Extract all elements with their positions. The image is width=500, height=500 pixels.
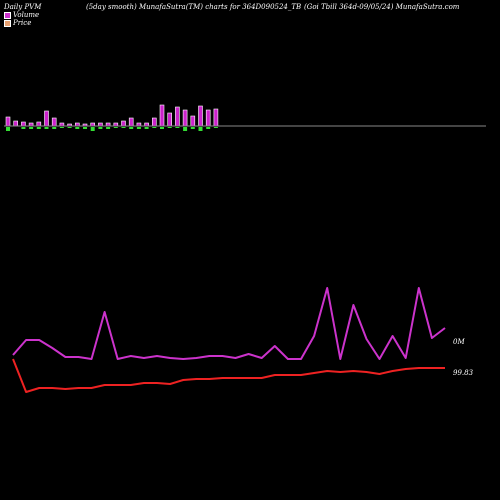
volume-bar-negative	[90, 127, 95, 131]
legend-price-label: Price	[13, 19, 32, 27]
volume-bar-negative	[160, 127, 164, 129]
volume-bar-negative	[98, 127, 103, 129]
legend-volume: Volume	[4, 11, 39, 19]
volume-bar-negative	[206, 127, 211, 129]
volume-bar	[159, 104, 165, 127]
volume-bar	[190, 115, 196, 127]
volume-bar-negative	[36, 127, 41, 129]
volume-bar	[205, 109, 211, 127]
volume-bar	[128, 117, 134, 127]
legend-price: Price	[4, 19, 31, 27]
volume-bar	[13, 120, 18, 127]
volume-bar	[51, 117, 57, 127]
volume-bar-negative	[213, 127, 218, 128]
volume-bar	[152, 117, 157, 127]
chart-title-left: Daily PVM	[4, 3, 42, 11]
volume-bar	[213, 108, 219, 127]
price-line	[12, 358, 445, 393]
chart-title-right: (Goi Tbill 364d-09/05/24) MunafaSutra.co…	[304, 3, 460, 11]
volume-axis-label: 0M	[453, 338, 465, 346]
volume-bar-negative	[44, 127, 49, 129]
volume-bar-negative	[129, 127, 134, 129]
volume-bar-negative	[75, 127, 80, 129]
volume-bar-negative	[121, 127, 126, 128]
volume-bars	[5, 104, 219, 131]
pvm-line	[12, 287, 446, 360]
volume-bar-negative	[106, 127, 111, 129]
volume-bar-negative	[113, 127, 118, 128]
volume-bar	[5, 116, 11, 127]
chart-title-middle: (5day smooth) MunafaSutra(TM) charts for…	[86, 3, 302, 11]
volume-bar-negative	[183, 127, 188, 131]
volume-bar	[121, 120, 126, 127]
price-axis-label: 99.83	[453, 369, 474, 377]
volume-bar-negative	[190, 127, 195, 129]
volume-bar	[182, 109, 188, 127]
volume-bar-negative	[67, 127, 72, 128]
volume-bar-negative	[175, 127, 180, 128]
legend-volume-swatch	[4, 11, 11, 19]
volume-bar	[36, 121, 42, 127]
volume-bar-negative	[167, 127, 172, 128]
volume-bar-negative	[136, 127, 141, 129]
volume-bar	[198, 105, 203, 127]
volume-bar-negative	[83, 127, 87, 129]
volume-bar-negative	[144, 127, 149, 129]
volume-bar-negative	[6, 127, 10, 131]
volume-bar-negative	[29, 127, 34, 129]
legend-volume-label: Volume	[13, 11, 40, 19]
volume-bar	[21, 121, 26, 127]
legend-price-swatch	[4, 19, 11, 27]
volume-bar	[175, 106, 180, 127]
volume-bar-negative	[152, 127, 157, 128]
volume-bar-negative	[52, 127, 57, 129]
volume-bar	[167, 112, 172, 127]
volume-bar-negative	[59, 127, 64, 128]
volume-bar-negative	[21, 127, 26, 129]
volume-bar	[44, 110, 49, 127]
volume-bar-negative	[198, 127, 203, 131]
